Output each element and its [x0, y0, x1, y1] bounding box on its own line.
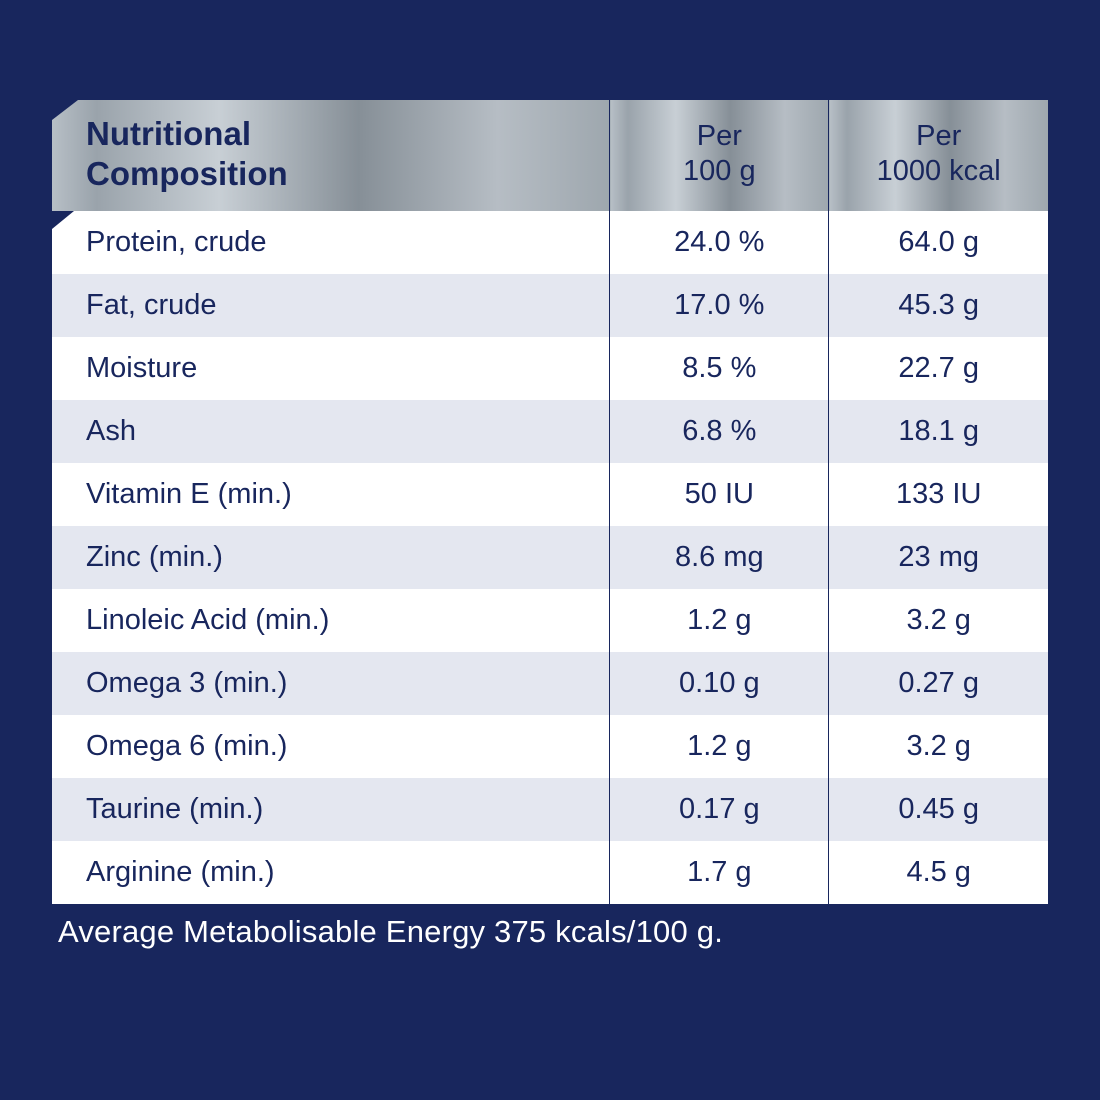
value-per-100g: 8.5 % — [610, 337, 829, 400]
nutrient-name: Vitamin E (min.) — [52, 463, 610, 526]
value-per-100g: 0.17 g — [610, 778, 829, 841]
nutrient-name: Linoleic Acid (min.) — [52, 589, 610, 652]
table-row: Moisture8.5 %22.7 g — [52, 337, 1048, 400]
header-per-1000kcal-line2: 1000 kcal — [877, 155, 1001, 187]
nutrient-name: Zinc (min.) — [52, 526, 610, 589]
nutrient-name: Arginine (min.) — [52, 841, 610, 904]
value-per-100g: 1.7 g — [610, 841, 829, 904]
nutrient-name: Fat, crude — [52, 274, 610, 337]
nutrient-name: Moisture — [52, 337, 610, 400]
value-per-100g: 1.2 g — [610, 715, 829, 778]
header-title: Nutritional Composition — [52, 100, 610, 211]
value-per-1000kcal: 45.3 g — [829, 274, 1048, 337]
value-per-1000kcal: 4.5 g — [829, 841, 1048, 904]
value-per-100g: 6.8 % — [610, 400, 829, 463]
value-per-1000kcal: 22.7 g — [829, 337, 1048, 400]
value-per-100g: 24.0 % — [610, 211, 829, 274]
value-per-1000kcal: 133 IU — [829, 463, 1048, 526]
table-row: Protein, crude24.0 %64.0 g — [52, 211, 1048, 274]
table-row: Fat, crude17.0 %45.3 g — [52, 274, 1048, 337]
header-title-line2: Composition — [86, 155, 288, 192]
value-per-1000kcal: 23 mg — [829, 526, 1048, 589]
header-per-1000kcal-line1: Per — [916, 120, 961, 152]
header-per-100g-line1: Per — [697, 120, 742, 152]
value-per-1000kcal: 0.27 g — [829, 652, 1048, 715]
value-per-1000kcal: 3.2 g — [829, 589, 1048, 652]
value-per-1000kcal: 0.45 g — [829, 778, 1048, 841]
header-per-100g-line2: 100 g — [683, 155, 756, 187]
value-per-100g: 8.6 mg — [610, 526, 829, 589]
table-row: Taurine (min.)0.17 g0.45 g — [52, 778, 1048, 841]
table-row: Linoleic Acid (min.)1.2 g3.2 g — [52, 589, 1048, 652]
value-per-100g: 17.0 % — [610, 274, 829, 337]
value-per-1000kcal: 3.2 g — [829, 715, 1048, 778]
nutrient-name: Omega 3 (min.) — [52, 652, 610, 715]
value-per-1000kcal: 64.0 g — [829, 211, 1048, 274]
value-per-100g: 50 IU — [610, 463, 829, 526]
value-per-1000kcal: 18.1 g — [829, 400, 1048, 463]
table-body: Protein, crude24.0 %64.0 gFat, crude17.0… — [52, 211, 1048, 904]
nutrient-name: Ash — [52, 400, 610, 463]
value-per-100g: 1.2 g — [610, 589, 829, 652]
table-row: Arginine (min.)1.7 g4.5 g — [52, 841, 1048, 904]
nutrient-name: Omega 6 (min.) — [52, 715, 610, 778]
header-title-line1: Nutritional — [86, 115, 251, 152]
header-per-1000kcal: Per 1000 kcal — [829, 100, 1048, 211]
nutrition-table: Nutritional Composition Per 100 g Per 10… — [52, 100, 1048, 904]
table-row: Zinc (min.)8.6 mg23 mg — [52, 526, 1048, 589]
nutrient-name: Taurine (min.) — [52, 778, 610, 841]
header-per-100g: Per 100 g — [610, 100, 829, 211]
table-row: Omega 6 (min.)1.2 g3.2 g — [52, 715, 1048, 778]
table-row: Omega 3 (min.)0.10 g0.27 g — [52, 652, 1048, 715]
table-row: Ash6.8 %18.1 g — [52, 400, 1048, 463]
table-header-row: Nutritional Composition Per 100 g Per 10… — [52, 100, 1048, 211]
nutrient-name: Protein, crude — [52, 211, 610, 274]
table-row: Vitamin E (min.)50 IU133 IU — [52, 463, 1048, 526]
value-per-100g: 0.10 g — [610, 652, 829, 715]
nutrition-panel: Nutritional Composition Per 100 g Per 10… — [0, 0, 1100, 950]
footnote-text: Average Metabolisable Energy 375 kcals/1… — [52, 914, 1048, 950]
